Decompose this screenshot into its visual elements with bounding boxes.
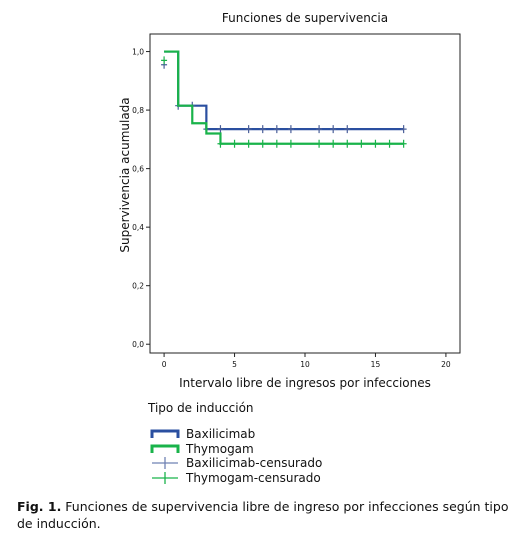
censor-mark-thymogam <box>386 139 393 148</box>
censor-mark-thymogam <box>344 139 351 148</box>
x-tick-label: 0 <box>162 360 167 369</box>
x-tick-label: 5 <box>232 360 237 369</box>
censor-mark-baxilicimab <box>344 125 351 134</box>
y-tick-label: 0,0 <box>132 340 144 349</box>
legend-label-thymogam: Thymogam <box>186 442 254 456</box>
censor-mark-thymogam <box>217 139 224 148</box>
y-tick-label: 0,4 <box>132 223 144 232</box>
censor-mark-baxilicimab <box>217 125 224 134</box>
censor-mark-thymogam <box>358 139 365 148</box>
x-tick-label: 15 <box>371 360 381 369</box>
caption-text: Funciones de supervivencia libre de ingr… <box>17 499 509 531</box>
legend-title: Tipo de inducción <box>148 401 254 415</box>
censor-mark-thymogam <box>231 139 238 148</box>
censor-mark-thymogam <box>245 139 252 148</box>
legend-swatch-baxilicimab-censurado <box>152 457 178 469</box>
censor-mark-thymogam <box>316 139 323 148</box>
censor-mark-baxilicimab <box>273 125 280 134</box>
plot-frame <box>149 33 461 354</box>
y-tick-label: 0,6 <box>132 165 144 174</box>
legend-swatch-baxilicimab <box>150 429 180 438</box>
figure-caption: Fig. 1. Funciones de supervivencia libre… <box>17 498 517 532</box>
x-tick-label: 20 <box>441 360 451 369</box>
censor-mark-thymogam <box>330 139 337 148</box>
y-axis-label: Supervivencia acumulada <box>118 97 132 253</box>
legend-label-thymogam-censurado: Thymogam-censurado <box>186 471 321 485</box>
x-tick-label: 10 <box>300 360 310 369</box>
censor-mark-thymogam <box>161 56 168 65</box>
series-line-thymogam <box>164 50 404 145</box>
legend-label-baxilicimab: Baxilicimab <box>186 427 256 441</box>
y-tick-label: 1,0 <box>132 48 144 57</box>
censor-mark-baxilicimab <box>330 125 337 134</box>
x-axis-label: Intervalo libre de ingresos por infeccio… <box>179 376 431 390</box>
survival-chart: 0 5 10 15 20 0,0 0,2 0,4 0,6 0,8 1,0 <box>132 33 461 369</box>
censor-mark-baxilicimab <box>400 125 407 134</box>
censor-mark-thymogam <box>287 139 294 148</box>
y-tick-label: 0,2 <box>132 282 144 291</box>
censor-mark-thymogam <box>372 139 379 148</box>
censor-mark-baxilicimab <box>259 125 266 134</box>
legend-swatch-thymogam-censurado <box>152 472 178 484</box>
censor-mark-baxilicimab <box>287 125 294 134</box>
series-line-baxilicimab <box>164 50 404 131</box>
censor-mark-baxilicimab <box>245 125 252 134</box>
caption-label: Fig. 1. <box>17 499 62 514</box>
chart-title: Funciones de supervivencia <box>221 11 389 25</box>
legend-swatch-thymogam <box>150 444 180 453</box>
censor-mark-thymogam <box>273 139 280 148</box>
censor-mark-thymogam <box>400 139 407 148</box>
censor-mark-baxilicimab <box>316 125 323 134</box>
censor-mark-thymogam <box>259 139 266 148</box>
y-tick-label: 0,8 <box>132 106 144 115</box>
legend-label-baxilicimab-censurado: Baxilicimab-censurado <box>186 456 323 470</box>
